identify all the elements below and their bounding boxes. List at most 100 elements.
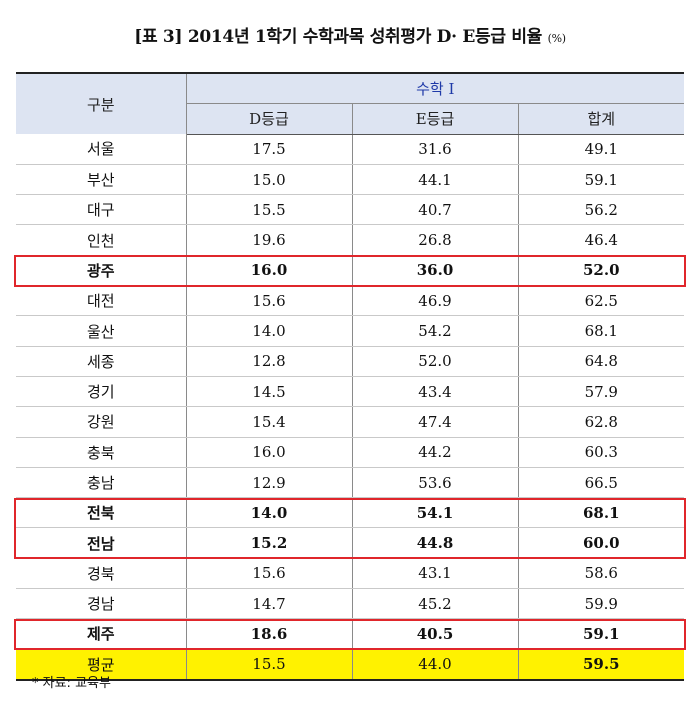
total-cell: 60.3 bbox=[517, 437, 685, 468]
average-e-value: 44.0 bbox=[351, 649, 518, 681]
d-grade-cell: 14.0 bbox=[185, 497, 352, 529]
average-d-value: 15.5 bbox=[185, 649, 352, 681]
table-row: 강원 15.4 47.4 62.8 bbox=[16, 406, 685, 438]
total-cell: 59.1 bbox=[517, 618, 685, 650]
d-grade-cell: 17.5 bbox=[185, 134, 352, 165]
total-cell: 59.9 bbox=[517, 588, 685, 620]
e-grade-cell: 40.5 bbox=[351, 618, 518, 650]
region-cell: 부산 bbox=[16, 164, 186, 196]
source-note: * 자료: 교육부 bbox=[32, 676, 111, 691]
average-row: 평균 15.5 44.0 59.5 bbox=[16, 649, 685, 681]
d-grade-cell: 14.0 bbox=[185, 315, 352, 347]
region-cell: 제주 bbox=[16, 618, 186, 650]
e-grade-cell: 44.8 bbox=[351, 527, 518, 559]
table-row: 충북 16.0 44.2 60.3 bbox=[16, 437, 685, 468]
e-grade-cell: 43.4 bbox=[351, 376, 518, 408]
d-grade-cell: 14.7 bbox=[185, 588, 352, 620]
e-grade-cell: 54.2 bbox=[351, 315, 518, 347]
total-cell: 58.6 bbox=[517, 558, 685, 590]
d-grade-cell: 19.6 bbox=[185, 224, 352, 256]
total-cell: 62.8 bbox=[517, 406, 685, 438]
d-grade-cell: 15.6 bbox=[185, 285, 352, 317]
group-header-label: 수학 I bbox=[186, 72, 685, 105]
e-grade-cell: 45.2 bbox=[351, 588, 518, 620]
e-grade-cell: 36.0 bbox=[351, 255, 518, 287]
total-cell: 66.5 bbox=[517, 467, 685, 499]
table-row: 울산 14.0 54.2 68.1 bbox=[16, 315, 685, 347]
e-grade-cell: 52.0 bbox=[351, 346, 518, 377]
e-grade-cell: 26.8 bbox=[351, 224, 518, 256]
e-grade-cell: 44.2 bbox=[351, 437, 518, 468]
table-title: [표 3] 2014년 1학기 수학과목 성취평가 D· E등급 비율 (%) bbox=[0, 22, 700, 47]
region-cell: 강원 bbox=[16, 406, 186, 438]
table-row: 대전 15.6 46.9 62.5 bbox=[16, 285, 685, 317]
total-cell: 64.8 bbox=[517, 346, 685, 377]
d-grade-cell: 15.6 bbox=[185, 558, 352, 590]
region-cell: 전남 bbox=[16, 527, 186, 559]
d-grade-cell: 18.6 bbox=[185, 618, 352, 650]
d-grade-cell: 15.0 bbox=[185, 164, 352, 196]
unit-label: (%) bbox=[547, 32, 566, 45]
row-header-label: 구분 bbox=[16, 71, 187, 135]
d-grade-cell: 16.0 bbox=[185, 255, 352, 287]
column-header-total: 합계 bbox=[517, 103, 685, 135]
region-cell: 인천 bbox=[16, 224, 186, 256]
region-cell: 전북 bbox=[16, 497, 186, 529]
table-row: 서울 17.5 31.6 49.1 bbox=[16, 134, 685, 165]
d-grade-cell: 14.5 bbox=[185, 376, 352, 408]
e-grade-cell: 31.6 bbox=[351, 134, 518, 165]
title-text: [표 3] 2014년 1학기 수학과목 성취평가 D· E등급 비율 bbox=[134, 27, 542, 47]
column-header-d: D등급 bbox=[186, 103, 352, 135]
e-grade-cell: 54.1 bbox=[351, 497, 518, 529]
total-cell: 68.1 bbox=[517, 315, 685, 347]
d-grade-cell: 15.2 bbox=[185, 527, 352, 559]
table-row: 인천 19.6 26.8 46.4 bbox=[16, 224, 685, 256]
e-grade-cell: 44.1 bbox=[351, 164, 518, 196]
e-grade-cell: 40.7 bbox=[351, 194, 518, 226]
d-grade-cell: 15.5 bbox=[185, 194, 352, 226]
d-grade-cell: 12.9 bbox=[185, 467, 352, 499]
region-cell: 충북 bbox=[16, 437, 186, 468]
total-cell: 49.1 bbox=[517, 134, 685, 165]
data-table: 구분 수학 I D등급 E등급 합계 서울 17.5 31.6 49.1 부산 15.0 4… bbox=[16, 71, 685, 681]
table-row: 부산 15.0 44.1 59.1 bbox=[16, 164, 685, 196]
total-cell: 68.1 bbox=[517, 497, 685, 529]
table-row: 경남 14.7 45.2 59.9 bbox=[16, 588, 685, 620]
region-cell: 대전 bbox=[16, 285, 186, 317]
d-grade-cell: 12.8 bbox=[185, 346, 352, 377]
total-cell: 52.0 bbox=[517, 255, 685, 287]
total-cell: 56.2 bbox=[517, 194, 685, 226]
table-row: 충남 12.9 53.6 66.5 bbox=[16, 467, 685, 499]
region-cell: 충남 bbox=[16, 467, 186, 499]
table-row: 경북 15.6 43.1 58.6 bbox=[16, 558, 685, 590]
average-label: 평균 bbox=[16, 649, 186, 681]
table-row: 전북 14.0 54.1 68.1 bbox=[16, 497, 685, 529]
e-grade-cell: 53.6 bbox=[351, 467, 518, 499]
total-cell: 57.9 bbox=[517, 376, 685, 408]
total-cell: 60.0 bbox=[517, 527, 685, 559]
region-cell: 울산 bbox=[16, 315, 186, 347]
table-row: 전남 15.2 44.8 60.0 bbox=[16, 527, 685, 559]
region-cell: 경기 bbox=[16, 376, 186, 408]
region-cell: 광주 bbox=[16, 255, 186, 287]
table-row: 제주 18.6 40.5 59.1 bbox=[16, 618, 685, 650]
table-row: 세종 12.8 52.0 64.8 bbox=[16, 346, 685, 377]
d-grade-cell: 16.0 bbox=[185, 437, 352, 468]
region-cell: 대구 bbox=[16, 194, 186, 226]
region-cell: 서울 bbox=[16, 134, 186, 165]
table-row: 광주 16.0 36.0 52.0 bbox=[16, 255, 685, 287]
average-total-value: 59.5 bbox=[517, 649, 685, 681]
d-grade-cell: 15.4 bbox=[185, 406, 352, 438]
total-cell: 59.1 bbox=[517, 164, 685, 196]
e-grade-cell: 46.9 bbox=[351, 285, 518, 317]
total-cell: 62.5 bbox=[517, 285, 685, 317]
e-grade-cell: 47.4 bbox=[351, 406, 518, 438]
region-cell: 세종 bbox=[16, 346, 186, 377]
region-cell: 경남 bbox=[16, 588, 186, 620]
total-cell: 46.4 bbox=[517, 224, 685, 256]
table-row: 대구 15.5 40.7 56.2 bbox=[16, 194, 685, 226]
e-grade-cell: 43.1 bbox=[351, 558, 518, 590]
table-body: 서울 17.5 31.6 49.1 부산 15.0 44.1 59.1 대구 15.5 40.7 56… bbox=[16, 134, 685, 681]
region-cell: 경북 bbox=[16, 558, 186, 590]
table-row: 경기 14.5 43.4 57.9 bbox=[16, 376, 685, 408]
